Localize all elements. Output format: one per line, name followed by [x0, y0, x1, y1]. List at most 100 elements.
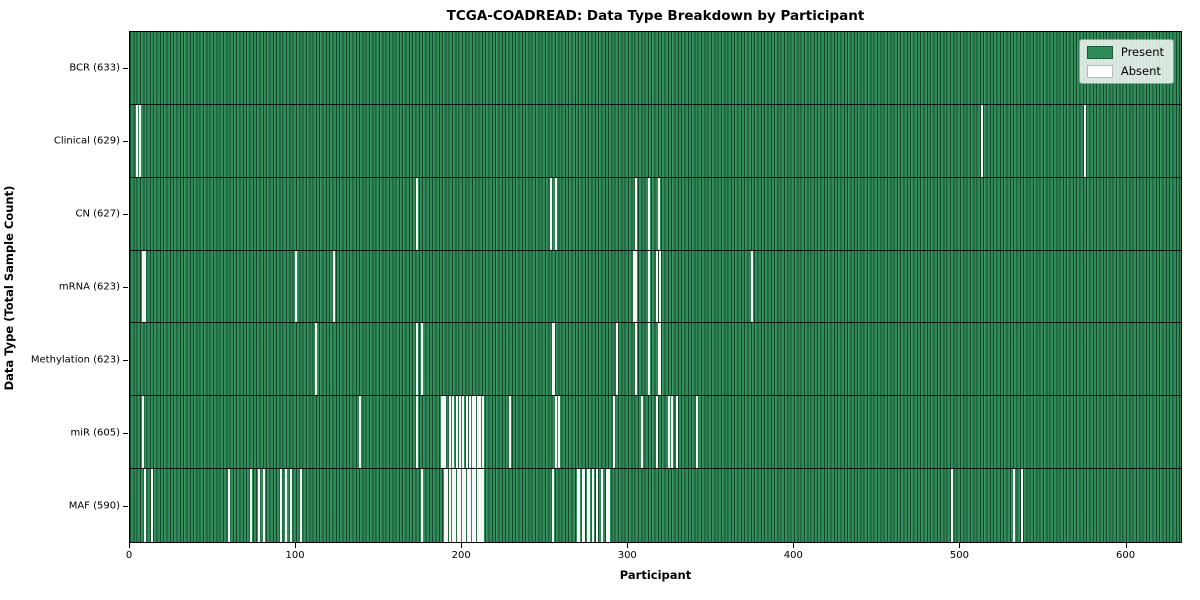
- absent-stripe: [415, 177, 418, 250]
- absent-stripe: [555, 177, 558, 250]
- absent-stripe: [659, 323, 662, 396]
- absent-stripe: [695, 396, 698, 469]
- absent-stripe: [596, 469, 599, 542]
- absent-stripe: [1020, 469, 1023, 542]
- absent-stripe: [279, 469, 282, 542]
- absent-stripe: [647, 250, 650, 323]
- absent-stripe: [583, 469, 586, 542]
- xtick-label-400: 400: [783, 550, 803, 561]
- xtick-label-100: 100: [285, 550, 305, 561]
- xtick-label-0: 0: [125, 550, 133, 561]
- datatype-row-maf: [130, 469, 1181, 542]
- absent-stripe: [463, 469, 466, 542]
- absent-stripe: [289, 469, 292, 542]
- absent-stripe: [443, 469, 446, 542]
- absent-stripe: [656, 396, 659, 469]
- absent-stripe: [420, 469, 423, 542]
- ytick-mark: [123, 433, 128, 435]
- absent-stripe: [1012, 469, 1015, 542]
- xtick-label-600: 600: [1115, 550, 1136, 561]
- ytick-label-mir: miR (605): [70, 427, 120, 439]
- absent-stripe: [632, 250, 635, 323]
- xtick-mark: [461, 543, 463, 548]
- absent-stripe: [332, 250, 335, 323]
- absent-stripe: [458, 469, 461, 542]
- absent-stripe: [550, 177, 553, 250]
- absent-stripe: [551, 323, 554, 396]
- absent-stripe: [558, 396, 561, 469]
- absent-stripe: [1083, 104, 1086, 177]
- xtick-mark: [1125, 543, 1127, 548]
- ytick-mark: [123, 506, 128, 508]
- absent-stripe: [452, 396, 455, 469]
- absent-stripe: [477, 396, 480, 469]
- absent-stripe: [143, 469, 146, 542]
- absent-stripe: [634, 323, 637, 396]
- absent-stripe: [135, 104, 138, 177]
- absent-stripe: [420, 323, 423, 396]
- legend-entry-absent: Absent: [1086, 64, 1164, 78]
- legend-swatch-absent: [1086, 64, 1113, 78]
- datatype-row-bcr: [130, 32, 1181, 105]
- ytick-mark: [123, 287, 128, 288]
- absent-stripe: [671, 396, 674, 469]
- absent-stripe: [467, 469, 470, 542]
- absent-stripe: [657, 323, 660, 396]
- ytick-label-cn: CN (627): [75, 208, 120, 220]
- absent-stripe: [601, 469, 604, 542]
- absent-stripe: [553, 323, 556, 396]
- absent-stripe: [468, 396, 471, 469]
- absent-stripe: [555, 396, 558, 469]
- absent-stripe: [443, 396, 446, 469]
- legend: Present Absent: [1078, 39, 1174, 84]
- absent-stripe: [457, 469, 460, 542]
- absent-stripe: [359, 396, 362, 469]
- absent-stripe: [143, 250, 146, 323]
- absent-stripe: [750, 250, 753, 323]
- datatype-row-clinical: [130, 104, 1181, 178]
- ytick-label-clinical: Clinical (629): [53, 135, 120, 147]
- absent-stripe: [415, 396, 418, 469]
- xtick-mark: [793, 543, 795, 548]
- ytick-mark: [123, 360, 128, 362]
- absent-stripe: [586, 469, 589, 542]
- absent-stripe: [440, 396, 443, 469]
- absent-stripe: [468, 469, 471, 542]
- absent-stripe: [656, 250, 659, 323]
- absent-stripe: [659, 250, 662, 323]
- absent-stripe: [472, 469, 475, 542]
- absent-stripe: [452, 469, 455, 542]
- absent-stripe: [142, 250, 145, 323]
- xtick-label-200: 200: [451, 550, 471, 561]
- absent-stripe: [473, 469, 476, 542]
- xtick-mark: [627, 543, 629, 548]
- datatype-row-mrna: [130, 250, 1181, 324]
- absent-stripe: [294, 250, 297, 323]
- absent-stripe: [228, 469, 231, 542]
- legend-swatch-present: [1086, 45, 1113, 59]
- absent-stripe: [657, 177, 660, 250]
- absent-stripe: [263, 469, 266, 542]
- ytick-label-methylation: Methylation (623): [30, 354, 120, 366]
- absent-stripe: [448, 469, 451, 542]
- absent-stripe: [258, 469, 261, 542]
- absent-stripe: [482, 469, 485, 542]
- datatype-row-methylation: [130, 323, 1181, 397]
- datatype-row-cn: [130, 177, 1181, 251]
- absent-stripe: [445, 469, 448, 542]
- absent-stripe: [478, 396, 481, 469]
- ytick-label-mrna: mRNA (623): [58, 281, 120, 293]
- absent-stripe: [448, 396, 451, 469]
- absent-stripe: [462, 469, 465, 542]
- absent-stripe: [480, 469, 483, 542]
- absent-stripe: [458, 396, 461, 469]
- plot-area: Present Absent: [129, 31, 1182, 543]
- absent-stripe: [608, 469, 611, 542]
- absent-stripe: [951, 469, 954, 542]
- absent-stripe: [634, 250, 637, 323]
- ytick-mark: [123, 67, 128, 69]
- xtick-mark: [295, 543, 297, 548]
- ytick-label-maf: MAF (590): [68, 500, 120, 512]
- absent-stripe: [588, 469, 591, 542]
